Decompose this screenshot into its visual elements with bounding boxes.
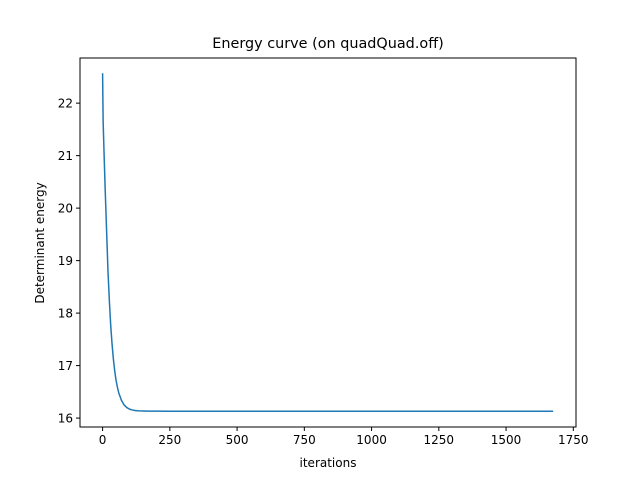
x-axis-ticks: 0 250 500 750 1000 1250 1500 1750 (99, 427, 589, 447)
x-tick-label: 750 (293, 433, 316, 447)
y-tick-label: 21 (58, 149, 73, 163)
plot-area (79, 57, 577, 428)
y-tick-label: 18 (58, 307, 73, 321)
x-tick-label: 250 (158, 433, 181, 447)
y-tick-label: 19 (58, 254, 73, 268)
x-tick-label: 1500 (491, 433, 522, 447)
y-tick-label: 20 (58, 202, 73, 216)
x-tick-label: 1750 (558, 433, 589, 447)
chart-title: Energy curve (on quadQuad.off) (212, 36, 443, 52)
y-tick-label: 17 (58, 359, 73, 373)
axes-frame (79, 57, 577, 428)
x-tick-label: 500 (226, 433, 249, 447)
y-tick-label: 16 (58, 412, 73, 426)
y-axis-ticks: 16 17 18 19 20 21 22 (58, 97, 80, 426)
x-tick-label: 1250 (424, 433, 455, 447)
y-tick-label: 22 (58, 97, 73, 111)
x-tick-label: 0 (99, 433, 107, 447)
x-tick-label: 1000 (356, 433, 387, 447)
y-axis-label: Determinant energy (33, 182, 47, 303)
x-axis-label: iterations (300, 456, 357, 470)
energy-series-line (101, 73, 554, 412)
